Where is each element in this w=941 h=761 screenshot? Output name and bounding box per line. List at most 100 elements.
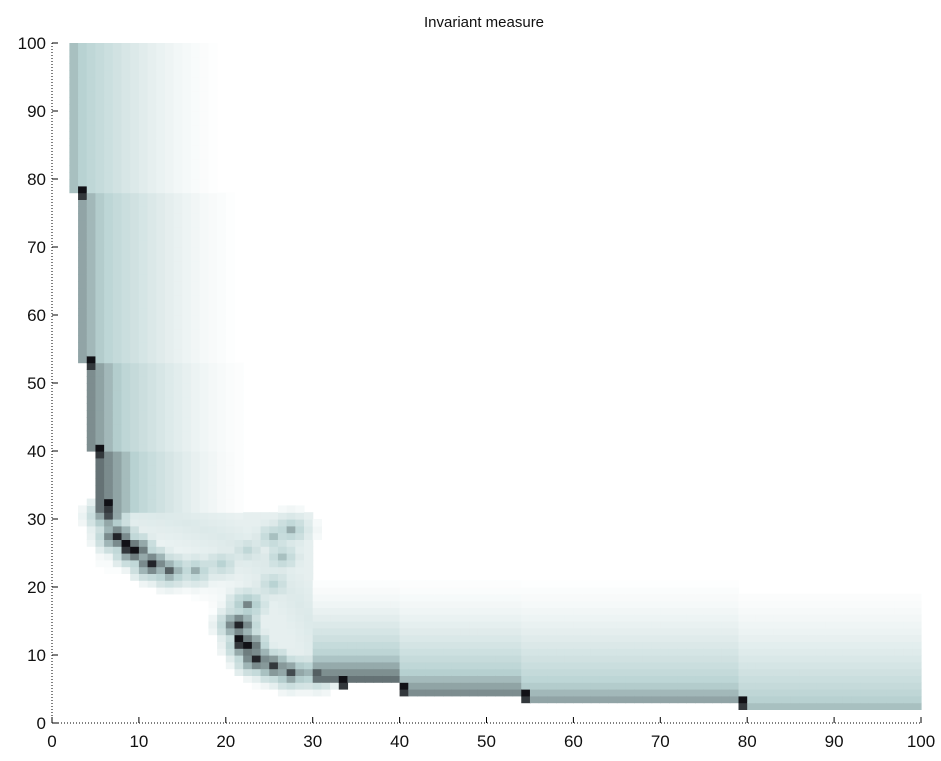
heatmap-cell <box>373 607 383 615</box>
heatmap-cell <box>130 315 140 323</box>
heatmap-cell <box>625 627 635 636</box>
heatmap-cell <box>425 587 435 595</box>
heatmap-cell <box>599 593 609 602</box>
heatmap-cell <box>182 464 192 472</box>
heatmap-cell <box>112 138 123 146</box>
heatmap-cell <box>269 553 279 561</box>
heatmap-cell <box>147 233 157 241</box>
x-tick-label: 100 <box>907 732 935 751</box>
heatmap-cell <box>477 600 488 608</box>
heatmap-cell <box>225 634 236 642</box>
heatmap-cell <box>138 376 149 384</box>
heatmap-cell <box>695 634 705 642</box>
heatmap-cell <box>173 328 183 336</box>
heatmap-cell <box>217 607 227 615</box>
heatmap-cell <box>834 614 844 622</box>
heatmap-cell <box>234 648 244 656</box>
heatmap-cell <box>582 600 592 608</box>
heatmap-cell <box>104 546 114 554</box>
heatmap-cell <box>112 192 123 200</box>
heatmap-cell <box>112 104 123 112</box>
heatmap-cell <box>277 689 288 697</box>
heatmap-cell <box>138 151 149 160</box>
heatmap-cell <box>156 328 166 336</box>
heatmap-cell <box>747 702 757 710</box>
heatmap-cell <box>799 682 809 690</box>
heatmap-cell <box>390 641 401 649</box>
heatmap-cell <box>104 145 114 153</box>
heatmap-cell <box>182 539 192 547</box>
heatmap-cell <box>529 614 540 622</box>
heatmap-cell <box>825 702 835 710</box>
heatmap-cell <box>138 274 149 282</box>
heatmap-cell <box>78 206 88 214</box>
heatmap-cell <box>269 634 279 642</box>
heatmap-cell <box>616 689 627 697</box>
heatmap-cell <box>164 165 175 173</box>
heatmap-cell <box>130 444 140 452</box>
heatmap-cell <box>164 532 175 540</box>
heatmap-cell <box>469 661 479 670</box>
x-tick-label: 40 <box>390 732 409 751</box>
heatmap-cell <box>147 485 157 493</box>
heatmap-cell <box>112 376 123 384</box>
heatmap-cell <box>112 362 123 370</box>
heatmap-cell <box>747 600 757 608</box>
heatmap-cell <box>225 199 236 207</box>
heatmap-cell <box>121 90 131 98</box>
heatmap-cell <box>164 83 175 92</box>
heatmap-cell <box>816 675 827 683</box>
heatmap-cell <box>547 587 557 595</box>
heatmap-cell <box>564 614 574 622</box>
heatmap-cell <box>130 219 140 228</box>
heatmap-cell <box>529 641 540 649</box>
heatmap-cell <box>121 546 131 554</box>
heatmap-cell <box>564 641 574 649</box>
heatmap-cell <box>695 668 705 676</box>
heatmap-cell <box>356 634 366 642</box>
heatmap-cell <box>903 675 913 683</box>
heatmap-cell <box>173 294 183 302</box>
heatmap-cell <box>191 111 201 119</box>
heatmap-cell <box>147 294 157 302</box>
heatmap-cell <box>851 695 861 704</box>
heatmap-cell <box>747 607 757 615</box>
heatmap-cell <box>486 641 496 649</box>
heatmap-cell <box>286 587 296 595</box>
heatmap-cell <box>95 355 105 364</box>
heatmap-cell <box>199 587 210 595</box>
heatmap-cell <box>529 682 540 690</box>
heatmap-cell <box>147 417 157 425</box>
heatmap-cell <box>164 172 175 180</box>
heatmap-cell <box>130 396 140 404</box>
heatmap-cell <box>173 145 183 153</box>
heatmap-cell <box>243 580 253 588</box>
heatmap-cell <box>95 260 105 268</box>
heatmap-cell <box>173 362 183 370</box>
heatmap-cell <box>277 559 288 568</box>
heatmap-cell <box>199 335 210 343</box>
heatmap-cell <box>660 600 670 608</box>
heatmap-cell <box>130 437 140 445</box>
heatmap-cell <box>104 260 114 268</box>
heatmap-cell <box>825 621 835 629</box>
heatmap-cell <box>460 648 470 656</box>
heatmap-cell <box>390 607 401 615</box>
heatmap-cell <box>156 70 166 78</box>
heatmap-cell <box>738 702 748 710</box>
heatmap-cell <box>112 83 123 92</box>
heatmap-cell <box>182 247 192 255</box>
heatmap-cell <box>573 689 583 697</box>
heatmap-cell <box>851 600 861 608</box>
heatmap-cell <box>156 117 166 126</box>
heatmap-cell <box>781 648 792 656</box>
heatmap-cell <box>78 56 88 64</box>
heatmap-cell <box>156 362 166 370</box>
heatmap-cell <box>338 648 349 656</box>
heatmap-cell <box>616 682 627 690</box>
heatmap-cell <box>773 689 783 697</box>
heatmap-cell <box>564 634 574 642</box>
heatmap-cell <box>286 675 296 683</box>
heatmap-cell <box>86 294 97 302</box>
heatmap-cell <box>660 655 670 663</box>
